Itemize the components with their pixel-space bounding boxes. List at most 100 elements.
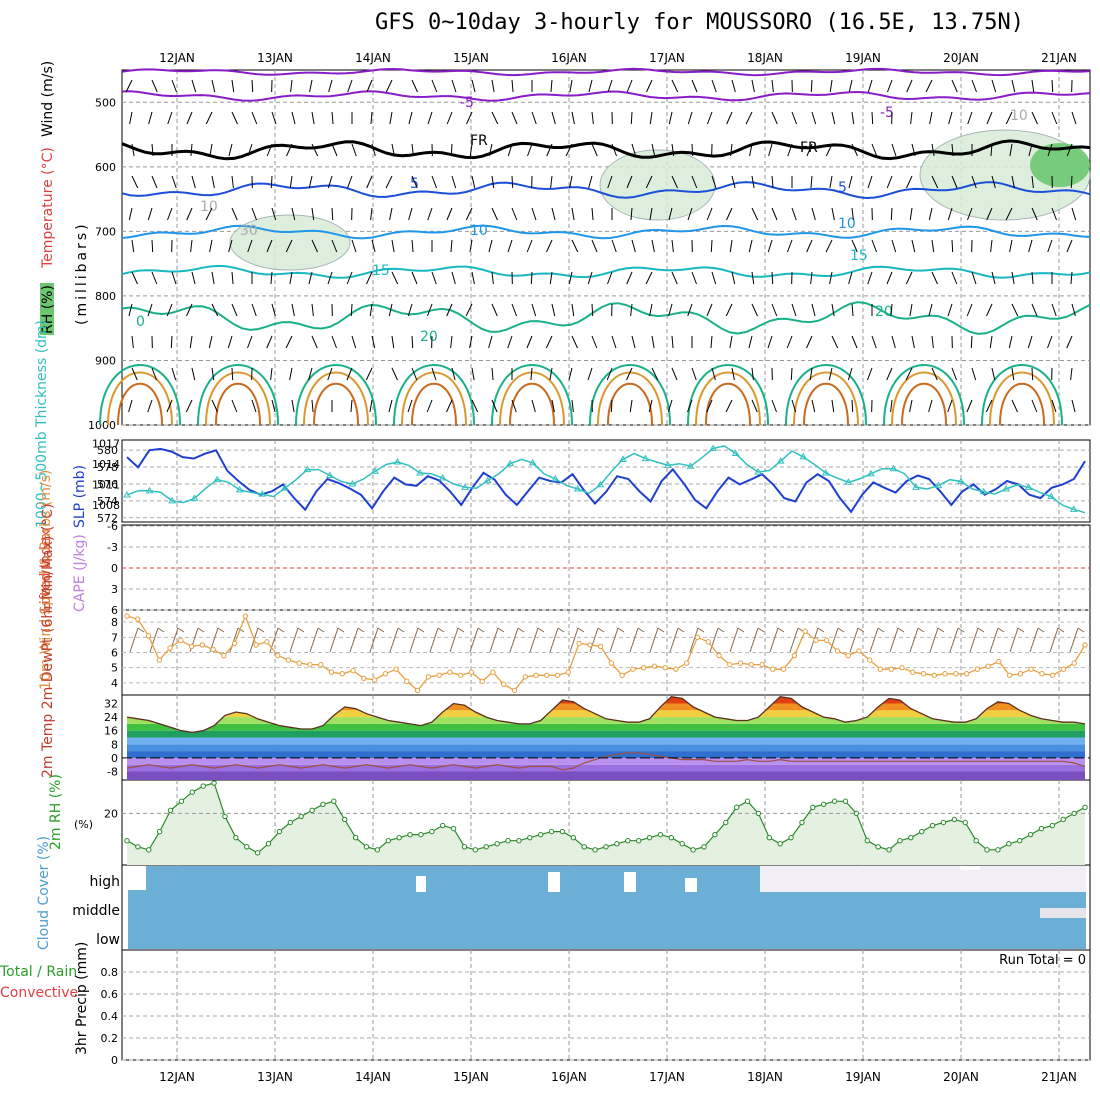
ytick-li-6: 6	[111, 604, 118, 617]
wind-barb	[346, 271, 353, 285]
wind-barb	[931, 239, 935, 253]
wind-barb	[611, 239, 617, 253]
rh2m-point	[1038, 825, 1045, 832]
rh2m-point	[472, 847, 479, 853]
rh2m-point	[646, 834, 653, 841]
wind-barb	[829, 175, 833, 189]
wind10m-point	[328, 669, 335, 675]
rh2m-point	[342, 816, 348, 823]
rh2m-point	[712, 831, 718, 838]
lowlevel-contour-1-2	[215, 382, 261, 426]
wind-barb	[771, 111, 778, 125]
rh2m-point	[886, 847, 892, 853]
wind-barb	[687, 207, 693, 221]
wind-barb	[231, 111, 238, 125]
wind-barb	[748, 335, 753, 349]
wind-barb	[351, 239, 357, 253]
wind-barb	[1071, 207, 1077, 221]
wind-barb	[786, 335, 793, 349]
ytick-temp-24: 24	[104, 711, 118, 724]
wind-barb	[247, 335, 253, 349]
wind-barb	[247, 239, 253, 253]
wind-barb	[431, 271, 437, 285]
wind-barb	[347, 175, 353, 189]
contour-label-0: -5	[460, 95, 474, 111]
wind-barb	[706, 207, 713, 221]
wind-barb	[731, 271, 736, 285]
wind-barb	[411, 175, 418, 189]
wind-barb	[591, 207, 594, 221]
wind-barb	[191, 367, 196, 381]
wind-barb	[890, 303, 893, 317]
wind-barb	[787, 239, 793, 253]
wind-barb	[706, 399, 713, 413]
wind10m-point	[414, 687, 421, 694]
rh2m-point	[276, 828, 283, 835]
wind10m-point	[996, 658, 1002, 665]
wind-barb	[331, 335, 337, 349]
wind10m-barb-flag	[497, 627, 505, 633]
rh2m-point	[352, 834, 359, 841]
wind-barb	[851, 399, 854, 413]
wind-barb	[427, 111, 433, 125]
lowlevel-contour-8-2	[901, 382, 947, 426]
rh2m-point	[559, 828, 566, 835]
wind-barb	[491, 79, 495, 93]
wind-barb	[1070, 175, 1073, 189]
wind10m-point	[242, 613, 249, 619]
temp-band	[127, 764, 1085, 772]
cloud-high-gap	[760, 866, 1086, 892]
wind-barb	[970, 335, 973, 349]
wind-barb	[131, 143, 135, 157]
wind10m-point	[888, 666, 894, 672]
wind-barb	[1028, 239, 1033, 253]
xtick-top-14JAN: 14JAN	[355, 51, 391, 65]
wind-barb	[631, 335, 636, 349]
wind-barb	[906, 175, 913, 189]
wind-barb	[311, 111, 315, 125]
wind-barb	[967, 207, 973, 221]
wind10m-barb-flag	[317, 627, 325, 633]
wind-barb	[591, 111, 594, 125]
rh2m-point	[516, 838, 522, 844]
wind-barb	[890, 207, 893, 221]
chart-title: GFS 0~10day 3-hourly for MOUSSORO (16.5E…	[375, 10, 1025, 35]
wind-barb	[989, 335, 993, 349]
wind-barb	[365, 367, 373, 381]
wind-barb	[147, 399, 153, 413]
wind-barb	[630, 207, 633, 221]
contour-label-7: 10	[838, 216, 856, 232]
temp-band	[127, 730, 1085, 738]
wind-barb	[591, 335, 598, 349]
wind-barb	[491, 207, 498, 221]
xtick-bottom-12JAN: 12JAN	[159, 1070, 195, 1084]
wind-barb	[671, 175, 678, 189]
thickness-point	[213, 475, 222, 483]
wind-barb	[851, 335, 858, 349]
thickness-point	[280, 484, 289, 491]
wind10m-point	[920, 671, 927, 677]
thickness-point	[799, 452, 808, 460]
wind-barb	[971, 79, 977, 93]
wind-barb	[551, 303, 556, 317]
wind10m-point	[942, 671, 948, 677]
wind10m-point	[608, 660, 615, 666]
thickness-point	[889, 464, 898, 472]
thickness-point	[528, 458, 537, 466]
xtick-bottom-15JAN: 15JAN	[453, 1070, 489, 1084]
rh2m-point	[821, 801, 827, 807]
wind10m-point	[533, 672, 539, 678]
wind-barb	[691, 271, 697, 285]
wind-barb	[346, 367, 353, 381]
ytick-temp-32: 32	[104, 698, 118, 711]
lowlevel-contour-1-0	[197, 364, 279, 426]
wind-barb	[831, 335, 839, 349]
wind-barb	[1008, 335, 1013, 349]
temp-band	[127, 751, 1085, 758]
wind10m-barb	[789, 627, 799, 653]
wind10m-barb-flag	[977, 627, 985, 633]
wind10m-point	[931, 672, 938, 678]
wind-barb	[270, 367, 273, 381]
thickness-point	[551, 474, 560, 482]
thickness-point	[731, 449, 740, 457]
